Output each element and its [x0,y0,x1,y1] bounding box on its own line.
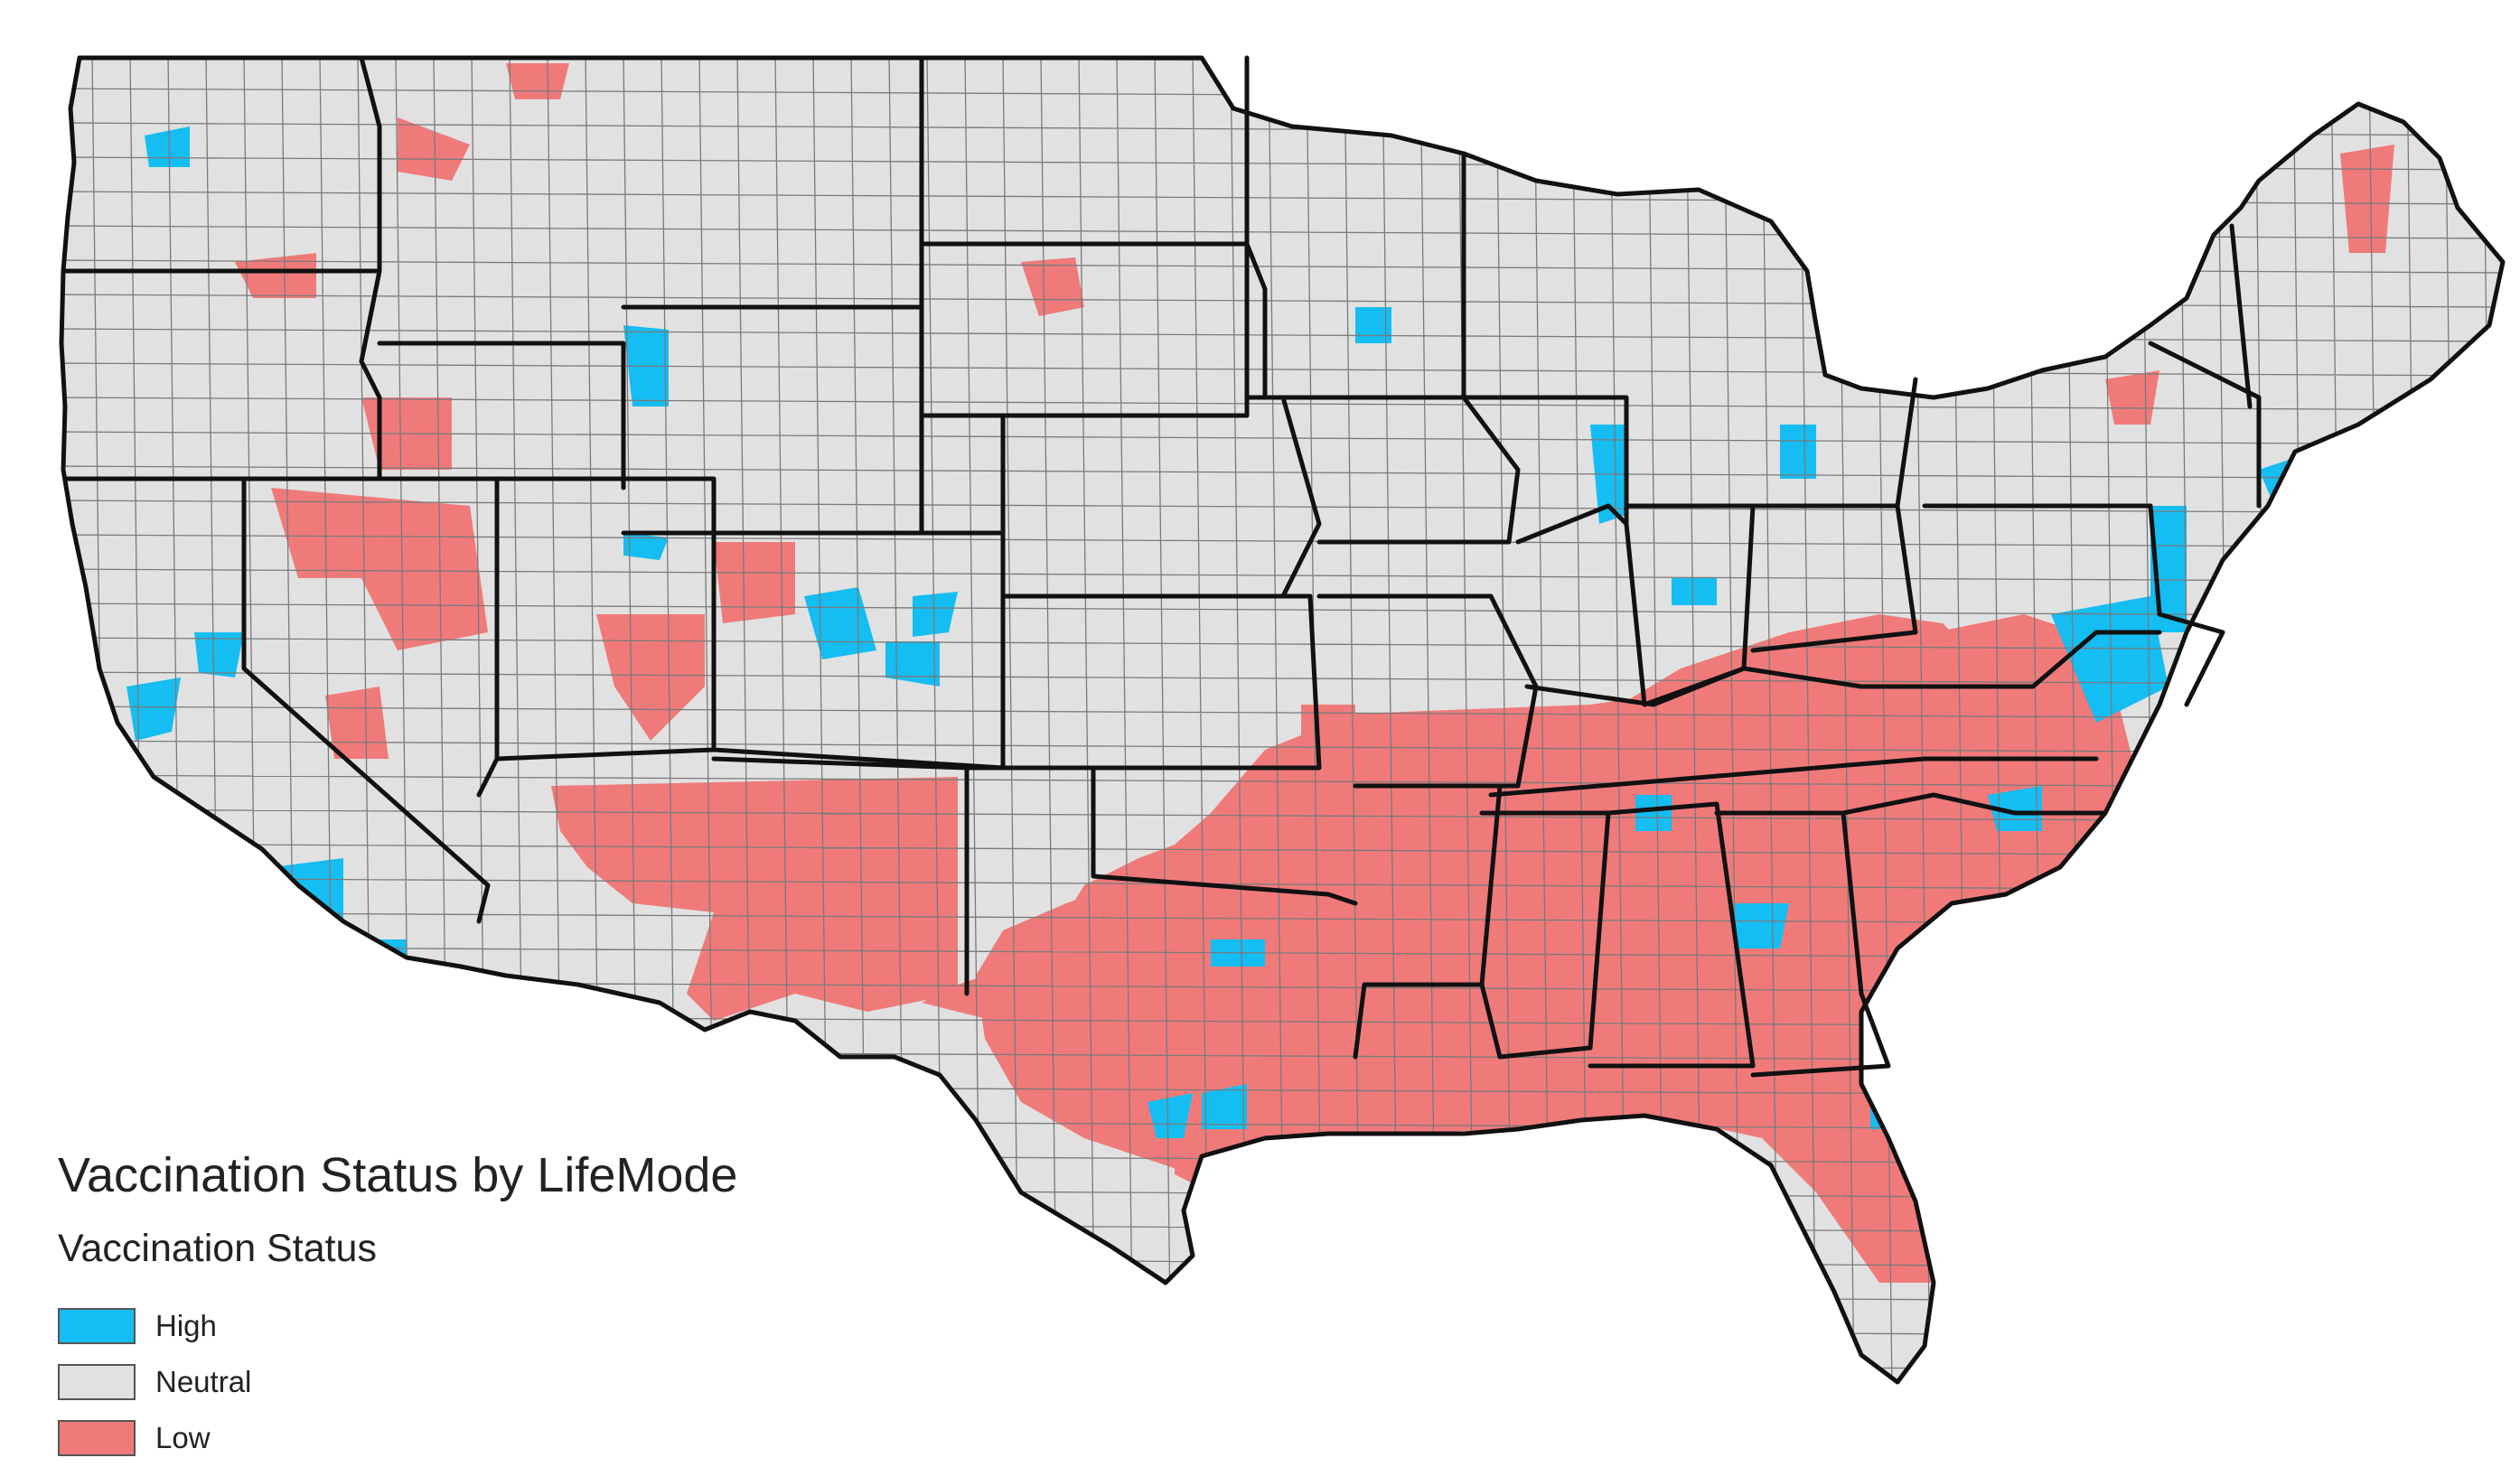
legend-label-low: Low [155,1421,211,1454]
legend-swatch-low [58,1420,136,1456]
legend-label-neutral: Neutral [155,1365,252,1398]
us-outline [61,58,2503,1382]
legend-swatch-high [58,1308,136,1344]
legend-title: Vaccination Status by LifeMode [58,1148,738,1202]
legend-item-high: High [58,1298,737,1354]
legend-item-neutral: Neutral [58,1354,737,1410]
state-boundaries [59,55,2506,1385]
legend-subtitle: Vaccination Status [58,1227,377,1270]
legend-label-high: High [155,1309,217,1342]
legend: Vaccination Status by LifeMode Vaccinati… [58,1147,737,1466]
legend-swatch-neutral [58,1364,136,1400]
legend-item-low: Low [58,1410,737,1466]
